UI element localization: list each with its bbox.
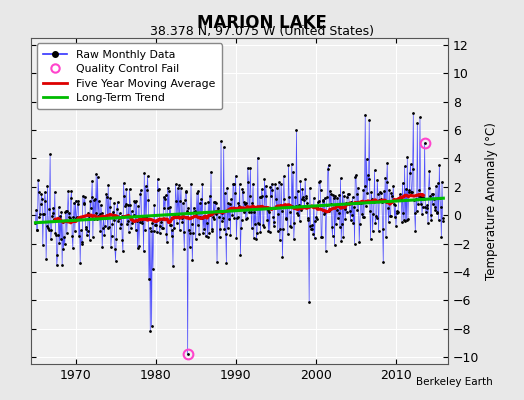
Text: MARION LAKE: MARION LAKE: [197, 14, 327, 32]
Legend: Raw Monthly Data, Quality Control Fail, Five Year Moving Average, Long-Term Tren: Raw Monthly Data, Quality Control Fail, …: [37, 44, 222, 110]
Text: 38.378 N, 97.075 W (United States): 38.378 N, 97.075 W (United States): [150, 25, 374, 38]
Text: Berkeley Earth: Berkeley Earth: [416, 377, 493, 387]
Y-axis label: Temperature Anomaly (°C): Temperature Anomaly (°C): [485, 122, 498, 280]
